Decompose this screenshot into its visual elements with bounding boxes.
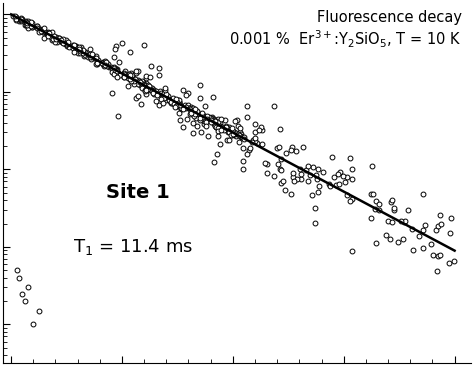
Text: Site 1: Site 1: [106, 183, 170, 202]
Text: T$_1$ = 11.4 ms: T$_1$ = 11.4 ms: [73, 237, 193, 257]
Text: Fluorescence decay
0.001 %  Er$^{3+}$:Y$_2$SiO$_5$, T = 10 K: Fluorescence decay 0.001 % Er$^{3+}$:Y$_…: [229, 10, 462, 50]
